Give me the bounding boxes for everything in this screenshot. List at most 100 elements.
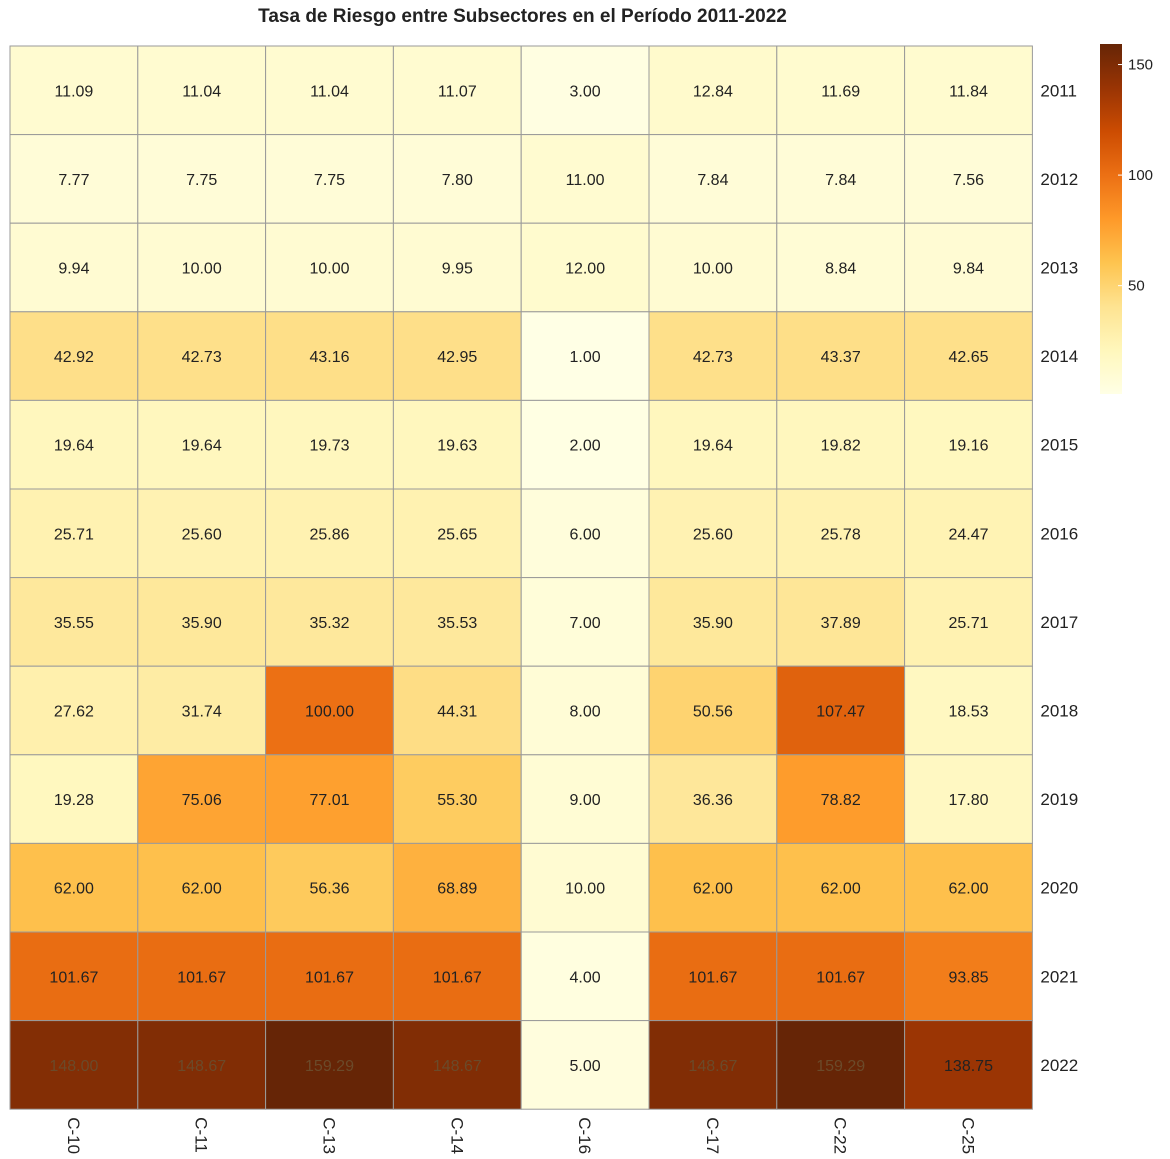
row-label: 2013 <box>1040 259 1078 278</box>
cell-value-label: 62.00 <box>821 881 861 898</box>
cell-value-label: 35.32 <box>309 615 349 632</box>
heatmap-cell <box>648 842 778 933</box>
heatmap-cell <box>776 45 906 136</box>
heatmap-cell <box>776 754 906 844</box>
row-label: 2018 <box>1040 702 1078 721</box>
heatmap-cell <box>904 222 1033 313</box>
heatmap-cell <box>9 1020 139 1110</box>
heatmap-cell <box>392 665 522 756</box>
column-label: C-10 <box>64 1117 83 1154</box>
heatmap-cell <box>904 488 1033 579</box>
cell-value-label: 42.73 <box>693 349 733 366</box>
cell-value-label: 2.00 <box>570 438 601 455</box>
cell-value-label: 35.90 <box>182 615 222 632</box>
heatmap-cell <box>776 577 906 667</box>
cell-value-label: 62.00 <box>182 881 222 898</box>
heatmap-cell <box>265 842 394 933</box>
cell-value-label: 56.36 <box>309 881 349 898</box>
cell-value-label: 10.00 <box>693 261 733 278</box>
column-label: C-13 <box>320 1117 339 1154</box>
cell-value-label: 10.00 <box>565 881 605 898</box>
heatmap-cell <box>904 665 1033 756</box>
heatmap-cell <box>648 45 778 136</box>
cell-value-label: 159.29 <box>816 1058 865 1075</box>
cell-value-label: 19.28 <box>54 792 94 809</box>
heatmap-cell <box>648 399 778 490</box>
cell-value-label: 17.80 <box>948 792 988 809</box>
heatmap-cell <box>648 134 778 224</box>
cell-value-label: 55.30 <box>437 792 477 809</box>
heatmap-cell <box>520 665 650 756</box>
heatmap-cell <box>776 665 906 756</box>
heatmap-cell <box>776 1020 906 1110</box>
cell-value-label: 35.55 <box>54 615 94 632</box>
cell-value-label: 93.85 <box>948 969 988 986</box>
column-label: C-22 <box>831 1117 850 1154</box>
heatmap-cell <box>392 311 522 401</box>
row-label: 2012 <box>1040 170 1078 189</box>
cell-value-label: 19.64 <box>693 438 733 455</box>
heatmap-cell <box>520 399 650 490</box>
cell-value-label: 25.71 <box>54 526 94 543</box>
heatmap-cell <box>520 577 650 667</box>
heatmap-cell <box>137 399 267 490</box>
heatmap-cell <box>9 842 139 933</box>
row-label: 2014 <box>1040 347 1078 366</box>
heatmap-cell <box>776 399 906 490</box>
cell-value-label: 31.74 <box>182 704 222 721</box>
heatmap-cell <box>265 665 394 756</box>
cell-value-label: 148.67 <box>688 1058 737 1075</box>
cell-value-label: 62.00 <box>693 881 733 898</box>
heatmap-cell <box>520 842 650 933</box>
cell-value-label: 42.92 <box>54 349 94 366</box>
cell-value-label: 42.95 <box>437 349 477 366</box>
heatmap-cell <box>648 488 778 579</box>
cell-value-label: 8.84 <box>825 261 856 278</box>
row-label: 2021 <box>1040 967 1078 986</box>
heatmap-cell <box>520 134 650 224</box>
heatmap-cell <box>137 577 267 667</box>
heatmap-cell <box>520 311 650 401</box>
cell-value-label: 12.84 <box>693 83 733 100</box>
heatmap-cell <box>904 842 1033 933</box>
heatmap-cell <box>137 488 267 579</box>
heatmap-cell <box>904 754 1033 844</box>
legend-tick-label: 50 <box>1128 278 1145 295</box>
heatmap-cell <box>392 45 522 136</box>
row-label: 2016 <box>1040 524 1078 543</box>
cell-value-label: 101.67 <box>177 969 226 986</box>
cell-value-label: 42.73 <box>182 349 222 366</box>
heatmap-cell <box>520 1020 650 1110</box>
heatmap-cell <box>9 488 139 579</box>
heatmap-cell <box>648 222 778 313</box>
heatmap-cell <box>520 754 650 844</box>
column-label: C-17 <box>703 1117 722 1154</box>
cell-value-label: 10.00 <box>309 261 349 278</box>
cell-value-label: 19.64 <box>54 438 94 455</box>
cell-value-label: 43.16 <box>309 349 349 366</box>
heatmap-cell <box>904 931 1033 1022</box>
cell-value-label: 50.56 <box>693 704 733 721</box>
heatmap-cell <box>137 665 267 756</box>
heatmap-cell <box>904 311 1033 401</box>
cell-value-label: 11.69 <box>821 83 860 100</box>
heatmap-cell <box>265 399 394 490</box>
heatmap-cell <box>520 931 650 1022</box>
cell-value-label: 101.67 <box>816 969 865 986</box>
cell-value-label: 62.00 <box>54 881 94 898</box>
cell-value-label: 3.00 <box>570 83 601 100</box>
heatmap-cell <box>648 577 778 667</box>
legend-tick-label: 100 <box>1128 167 1153 184</box>
cell-value-label: 11.04 <box>182 83 221 100</box>
cell-value-label: 25.65 <box>437 526 477 543</box>
heatmap-cell <box>648 665 778 756</box>
column-label: C-25 <box>959 1117 978 1154</box>
cell-value-label: 5.00 <box>570 1058 601 1075</box>
cell-value-label: 19.63 <box>437 438 477 455</box>
cell-value-label: 75.06 <box>182 792 222 809</box>
row-label: 2019 <box>1040 790 1078 809</box>
row-label: 2017 <box>1040 613 1078 632</box>
cell-value-label: 27.62 <box>54 704 94 721</box>
heatmap-cell <box>265 311 394 401</box>
cell-value-label: 62.00 <box>948 881 988 898</box>
